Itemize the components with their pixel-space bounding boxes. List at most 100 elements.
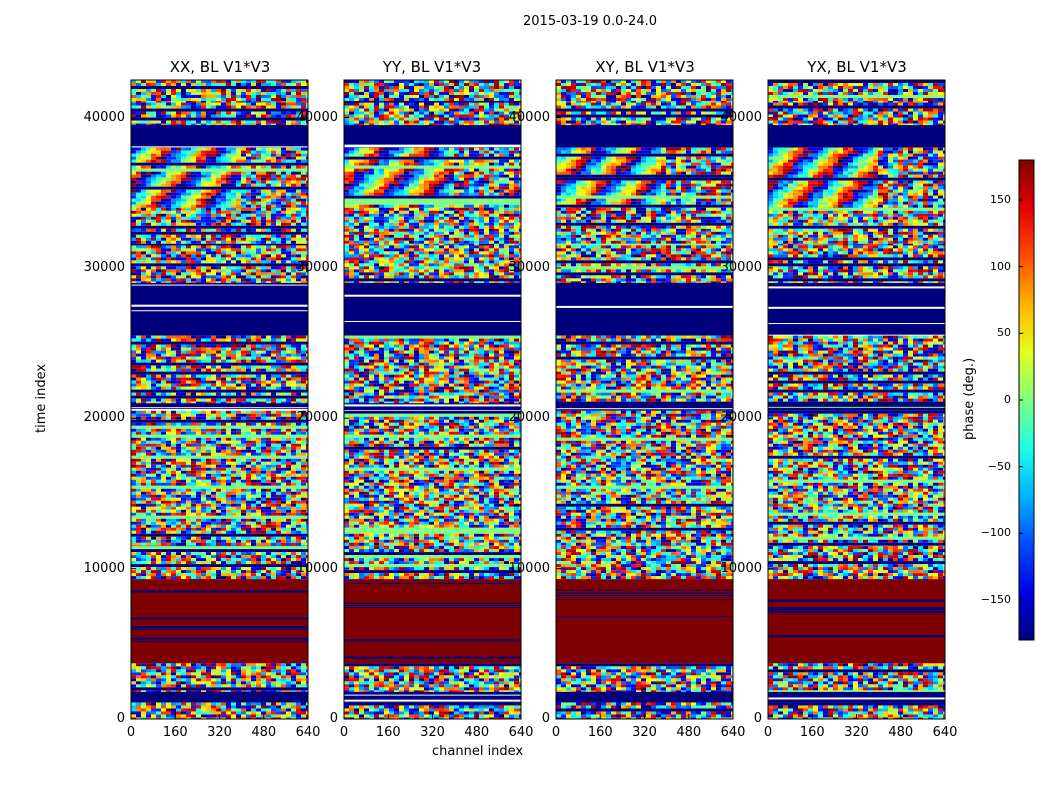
y-tick-label: 0 bbox=[65, 711, 125, 726]
figure-title: 2015-03-19 0.0-24.0 bbox=[0, 14, 1050, 29]
band-xx-1 bbox=[131, 102, 308, 127]
band-xy-11 bbox=[556, 546, 733, 583]
band-yy-5 bbox=[344, 245, 521, 285]
band-yy-13 bbox=[344, 663, 521, 694]
y-tick-label: 40000 bbox=[65, 110, 125, 125]
band-yx-13 bbox=[768, 663, 945, 694]
band-yx-11 bbox=[768, 546, 945, 583]
x-tick-label: 0 bbox=[111, 725, 151, 740]
band-xy-1 bbox=[556, 102, 733, 127]
panel-title-xx: XX, BL V1*V3 bbox=[131, 58, 309, 76]
band-yx-5 bbox=[768, 245, 945, 285]
band-yy-15 bbox=[344, 702, 521, 719]
band-xx-3 bbox=[131, 147, 308, 211]
colorbar-tick-label: −100 bbox=[981, 526, 1011, 539]
band-xx-2 bbox=[131, 125, 308, 148]
band-yx-10 bbox=[768, 410, 945, 549]
band-yy-11 bbox=[344, 546, 521, 583]
y-tick-label: 10000 bbox=[65, 561, 125, 576]
colorbar-label: phase (deg.) bbox=[962, 358, 977, 440]
panel-title-yy: YY, BL V1*V3 bbox=[343, 58, 521, 76]
band-xx-8 bbox=[131, 350, 308, 405]
y-tick-label: 30000 bbox=[65, 260, 125, 275]
y-tick-label: 30000 bbox=[702, 260, 762, 275]
x-tick-label: 320 bbox=[200, 725, 240, 740]
x-tick-label: 320 bbox=[413, 725, 453, 740]
panel-title-xy: XY, BL V1*V3 bbox=[556, 58, 734, 76]
y-axis-label: time index bbox=[34, 364, 49, 433]
y-tick-label: 20000 bbox=[702, 410, 762, 425]
band-yx-2 bbox=[768, 125, 945, 148]
panel-yx bbox=[768, 80, 945, 719]
y-tick-label: 20000 bbox=[65, 410, 125, 425]
colorbar-tick-label: −150 bbox=[981, 593, 1011, 606]
x-tick-label: 640 bbox=[713, 725, 753, 740]
band-xx-5 bbox=[131, 245, 308, 285]
y-tick-label: 10000 bbox=[278, 561, 338, 576]
y-tick-label: 40000 bbox=[490, 110, 550, 125]
x-tick-label: 320 bbox=[837, 725, 877, 740]
band-xy-9 bbox=[556, 403, 733, 411]
band-yy-8 bbox=[344, 350, 521, 405]
x-axis-label: channel index bbox=[432, 744, 523, 759]
band-yy-1 bbox=[344, 102, 521, 127]
y-tick-label: 40000 bbox=[278, 110, 338, 125]
y-tick-label: 10000 bbox=[702, 561, 762, 576]
y-tick-label: 20000 bbox=[490, 410, 550, 425]
x-tick-label: 160 bbox=[155, 725, 195, 740]
band-xy-4 bbox=[556, 207, 733, 247]
x-tick-label: 640 bbox=[288, 725, 328, 740]
y-tick-label: 0 bbox=[702, 711, 762, 726]
x-tick-label: 0 bbox=[324, 725, 364, 740]
band-xy-3 bbox=[556, 147, 733, 211]
band-yx-1 bbox=[768, 102, 945, 127]
band-yx-9 bbox=[768, 403, 945, 411]
band-xx-13 bbox=[131, 663, 308, 694]
band-yy-10 bbox=[344, 410, 521, 549]
band-yy-4 bbox=[344, 207, 521, 247]
band-yx-8 bbox=[768, 350, 945, 405]
x-tick-label: 160 bbox=[580, 725, 620, 740]
band-xx-4 bbox=[131, 207, 308, 247]
band-xx-15 bbox=[131, 702, 308, 719]
panel-xy bbox=[556, 80, 733, 719]
x-tick-label: 160 bbox=[368, 725, 408, 740]
band-xy-5 bbox=[556, 245, 733, 285]
band-yx-15 bbox=[768, 702, 945, 719]
y-tick-label: 0 bbox=[278, 711, 338, 726]
band-yx-6 bbox=[768, 282, 945, 337]
x-tick-label: 320 bbox=[625, 725, 665, 740]
band-xy-12 bbox=[556, 579, 733, 664]
x-tick-label: 0 bbox=[536, 725, 576, 740]
y-tick-label: 30000 bbox=[490, 260, 550, 275]
band-xy-14 bbox=[556, 691, 733, 703]
colorbar-tick-label: 150 bbox=[990, 193, 1011, 206]
band-yy-3 bbox=[344, 147, 521, 211]
band-xy-2 bbox=[556, 125, 733, 148]
x-tick-label: 0 bbox=[748, 725, 788, 740]
panel-xx bbox=[131, 80, 308, 719]
band-xy-13 bbox=[556, 663, 733, 694]
band-xy-0 bbox=[556, 80, 733, 104]
y-tick-label: 20000 bbox=[278, 410, 338, 425]
y-tick-label: 0 bbox=[490, 711, 550, 726]
colorbar-tick-label: 50 bbox=[997, 326, 1011, 339]
band-xx-0 bbox=[131, 80, 308, 104]
x-tick-label: 480 bbox=[881, 725, 921, 740]
band-yy-14 bbox=[344, 691, 521, 703]
y-tick-label: 30000 bbox=[278, 260, 338, 275]
band-xx-9 bbox=[131, 403, 308, 411]
y-tick-label: 40000 bbox=[702, 110, 762, 125]
band-yy-2 bbox=[344, 125, 521, 148]
band-yx-0 bbox=[768, 80, 945, 104]
colorbar-tick-label: 100 bbox=[990, 260, 1011, 273]
band-yy-6 bbox=[344, 282, 521, 336]
band-yx-14 bbox=[768, 691, 945, 703]
band-xx-6 bbox=[131, 282, 308, 336]
x-tick-label: 480 bbox=[457, 725, 497, 740]
colorbar-tick-label: 0 bbox=[1004, 393, 1011, 406]
panel-title-yx: YX, BL V1*V3 bbox=[768, 58, 946, 76]
x-tick-label: 640 bbox=[925, 725, 965, 740]
band-xy-10 bbox=[556, 410, 733, 549]
